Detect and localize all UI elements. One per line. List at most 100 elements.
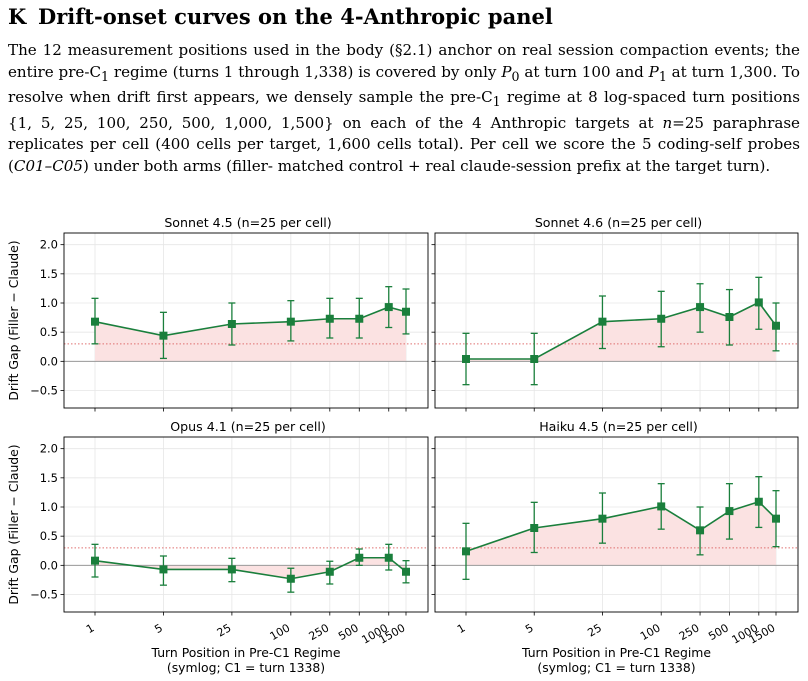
x-axis-label: Turn Position in Pre-C1 Regime [521,645,711,660]
data-point-marker [530,524,539,532]
paragraph-text: at turn 1,300. To resolve when drift fir… [8,62,800,107]
data-point-marker [384,553,393,562]
data-point-marker [725,313,734,321]
paragraph-math: n [662,113,673,132]
data-point-marker [227,320,236,328]
data-point-marker [325,314,334,323]
panel-title: Sonnet 4.5 (n=25 per cell) [164,215,331,230]
panel-2: Sonnet 4.6 (n=25 per cell) [431,215,799,412]
x-tick-label: 5 [152,621,165,636]
paragraph-subscript: 1 [492,94,501,110]
gap-fill-area [466,302,776,362]
paragraph-math: P [501,62,512,81]
data-point-marker [325,567,334,576]
panel-title: Opus 4.1 (n=25 per cell) [170,419,325,434]
data-point-marker [227,565,236,574]
drift-onset-figure: Sonnet 4.5 (n=25 per cell) 2.0 1.5 1.0 0.5 0.… [6,215,799,675]
x-tick-label: 25 [215,621,234,639]
axes-frame [434,436,799,613]
y-tick-label: 0.5 [40,529,58,543]
y-tick-label: 1.0 [40,296,58,310]
data-point-marker [598,317,607,326]
y-tick-label: −0.5 [30,588,58,602]
y-tick-label: −0.5 [30,384,58,398]
data-point-marker [402,307,410,316]
data-point-marker [725,507,734,516]
paragraph-text: at turn 100 and [519,62,649,81]
panel-title: Sonnet 4.6 (n=25 per cell) [535,215,702,230]
x-axis-sublabel: (symlog; C1 = turn 1338) [537,660,695,675]
data-point-marker [530,355,539,363]
x-tick-label: 250 [677,621,702,643]
paragraph-text: regime (turns 1 through 1,338) is covere… [109,62,502,81]
data-point-marker [91,317,99,326]
x-tick-label: 500 [706,621,731,643]
y-tick-label: 1.5 [40,267,58,281]
section-heading: K Drift-onset curves on the 4-Anthropic p… [8,4,553,29]
data-point-marker [355,314,364,323]
series-line [94,306,407,337]
data-point-marker [696,303,705,312]
data-point-marker [355,553,364,562]
x-tick-label: 1 [455,621,468,636]
data-point-marker [91,556,99,565]
x-axis-sublabel: (symlog; C1 = turn 1338) [167,660,325,675]
x-tick-label: 25 [585,621,604,639]
y-tick-label: 0.0 [40,558,58,572]
data-point-marker [598,514,607,523]
data-point-marker [772,321,780,330]
y-tick-label: 2.0 [40,238,58,252]
x-tick-label: 1 [84,621,97,636]
y-axis-label: Drift Gap (Filler − Claude) [6,444,21,604]
data-point-marker [772,514,780,523]
series-line [465,500,777,553]
data-point-marker [286,574,295,583]
data-point-marker [657,502,666,511]
series-line [94,556,407,580]
y-axis-label: Drift Gap (Filler − Claude) [6,240,21,400]
y-tick-label: 2.0 [40,442,58,456]
y-tick-label: 0.0 [40,354,58,368]
y-tick-label: 1.5 [40,471,58,485]
panel-title: Haiku 4.5 (n=25 per cell) [539,419,698,434]
section-title: Drift-onset curves on the 4-Anthropic pa… [38,4,553,29]
gap-fill-area [95,557,406,579]
panel-3: Opus 4.1 (n=25 per cell) 2.0 1.5 1.0 0.5 0.0 −… [6,419,429,675]
x-tick-label: 5 [523,621,536,636]
x-tick-label: 100 [268,621,293,643]
x-tick-label: 500 [336,621,361,643]
gap-fill-area [466,501,776,566]
data-point-marker [754,298,763,307]
axes-frame [63,436,429,613]
data-point-marker [462,355,470,363]
data-point-marker [696,526,705,535]
data-point-marker [159,331,168,340]
panel-1: Sonnet 4.5 (n=25 per cell) 2.0 1.5 1.0 0.5 0.… [6,215,429,412]
paragraph-subscript: 1 [101,68,110,84]
x-axis-label: Turn Position in Pre-C1 Regime [151,645,341,660]
data-point-marker [286,317,295,326]
paragraph-math: P [648,62,659,81]
data-point-marker [754,497,763,506]
paragraph-math: C01–C05 [13,157,83,175]
data-point-marker [384,303,393,312]
section-number: K [8,4,27,29]
data-point-marker [657,314,666,323]
y-tick-label: 0.5 [40,325,58,339]
x-tick-label: 100 [638,621,663,643]
paragraph-subscript: 1 [658,68,667,84]
paragraph-text: regime at 8 log-spaced turn positions {1… [8,88,800,132]
axes-frame [434,232,799,409]
paragraph-text: The 12 measurement positions used in the… [8,41,800,81]
data-point-marker [402,567,410,576]
data-point-marker [159,565,168,574]
series-line [466,301,777,360]
data-point-marker [462,547,470,556]
paragraph-text: ) under both arms (filler- matched contr… [82,157,771,175]
y-tick-label: 1.0 [40,500,58,514]
paragraph-text: =25 paraphrase replicates per cell (400 … [8,113,800,175]
axes-frame [63,232,429,409]
paragraph-subscript: 0 [511,68,520,84]
panel-4: Haiku 4.5 (n=25 per cell)1 5 25 100 250 50010… [431,419,799,675]
body-paragraph: The 12 measurement positions used in the… [8,40,800,178]
